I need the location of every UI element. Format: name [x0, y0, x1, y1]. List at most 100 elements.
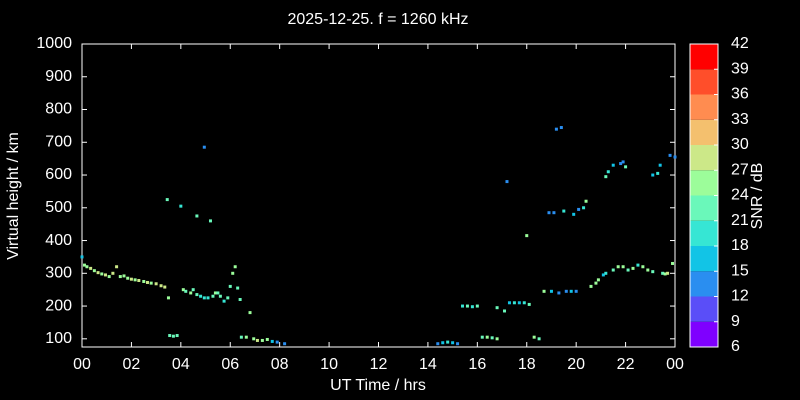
- point: [572, 212, 576, 216]
- point: [485, 335, 489, 339]
- point: [522, 301, 526, 305]
- point: [202, 296, 206, 300]
- chart-title: 2025-12-25. f = 1260 kHz: [287, 11, 468, 28]
- point: [661, 271, 665, 275]
- point: [111, 271, 115, 275]
- point: [270, 339, 274, 343]
- point: [168, 334, 172, 338]
- point: [226, 296, 230, 300]
- colorbar-band: [690, 170, 718, 196]
- point: [658, 163, 662, 167]
- point: [233, 265, 237, 269]
- point: [82, 263, 86, 267]
- colorbar-band: [690, 69, 718, 95]
- point: [165, 198, 169, 202]
- point: [213, 291, 217, 295]
- colorbar-tick-label: 33: [731, 111, 749, 128]
- colorbar-band: [690, 271, 718, 297]
- x-tick-label: 00: [666, 356, 684, 373]
- point: [184, 289, 188, 293]
- point: [604, 271, 608, 275]
- point: [126, 276, 130, 280]
- point: [216, 291, 220, 295]
- point: [651, 173, 655, 177]
- point: [626, 268, 630, 272]
- point: [517, 301, 521, 305]
- point: [171, 334, 175, 338]
- point: [666, 271, 670, 275]
- plot-frame: [81, 43, 676, 348]
- point: [559, 126, 563, 130]
- point: [181, 288, 185, 292]
- point: [159, 284, 163, 288]
- x-tick-label: 22: [617, 356, 635, 373]
- x-tick-label: 16: [468, 356, 486, 373]
- point: [651, 270, 655, 274]
- point: [495, 306, 499, 310]
- point: [154, 282, 158, 286]
- point: [604, 175, 608, 179]
- point: [641, 265, 645, 269]
- x-tick-label: 04: [172, 356, 190, 373]
- colorbar-band: [690, 94, 718, 120]
- y-tick-label: 200: [45, 297, 72, 314]
- point: [145, 280, 149, 284]
- point: [166, 296, 170, 300]
- y-tick-label: 400: [45, 232, 72, 249]
- colorbar-band: [690, 220, 718, 246]
- point: [569, 289, 573, 293]
- colorbar-tick-label: 36: [731, 86, 749, 103]
- point: [206, 296, 210, 300]
- y-tick-label: 700: [45, 133, 72, 150]
- point: [275, 340, 279, 344]
- point: [446, 340, 450, 344]
- y-tick-label: 100: [45, 330, 72, 347]
- point: [195, 293, 199, 297]
- point: [549, 289, 553, 293]
- colorbar-tick-label: 15: [731, 262, 749, 279]
- x-tick-label: 02: [123, 356, 141, 373]
- point: [252, 337, 256, 341]
- colorbar-band: [690, 195, 718, 221]
- point: [456, 342, 460, 346]
- point: [80, 255, 84, 259]
- point: [527, 302, 531, 306]
- y-axis-label: Virtual height / km: [5, 132, 22, 260]
- point: [255, 338, 259, 342]
- point: [436, 342, 440, 346]
- point: [133, 278, 137, 282]
- x-axis-label: UT Time / hrs: [330, 377, 426, 394]
- colorbar-band: [690, 119, 718, 145]
- point: [589, 284, 593, 288]
- point: [96, 271, 100, 275]
- point: [218, 294, 222, 298]
- colorbar-tick-label: 39: [731, 60, 749, 77]
- colorbar-tick-label: 21: [731, 212, 749, 229]
- x-tick-label: 12: [370, 356, 388, 373]
- point: [490, 336, 494, 340]
- point: [663, 272, 667, 276]
- x-tick-label: 08: [271, 356, 289, 373]
- colorbar-tick-label: 9: [731, 313, 740, 330]
- point: [107, 275, 111, 279]
- point: [547, 211, 551, 215]
- point: [199, 294, 203, 298]
- point: [621, 160, 625, 164]
- point: [624, 165, 628, 169]
- point: [202, 145, 206, 149]
- point: [564, 289, 568, 293]
- point: [142, 279, 146, 283]
- point: [441, 341, 445, 345]
- point: [137, 279, 141, 283]
- point: [236, 286, 240, 290]
- x-tick-label: 18: [518, 356, 536, 373]
- y-tick-label: 300: [45, 265, 72, 282]
- point: [103, 273, 107, 277]
- colorbar-tick-label: 30: [731, 136, 749, 153]
- point: [100, 272, 104, 276]
- point: [244, 335, 248, 339]
- point: [163, 285, 167, 289]
- point: [265, 337, 269, 341]
- point: [574, 289, 578, 293]
- point: [577, 207, 581, 211]
